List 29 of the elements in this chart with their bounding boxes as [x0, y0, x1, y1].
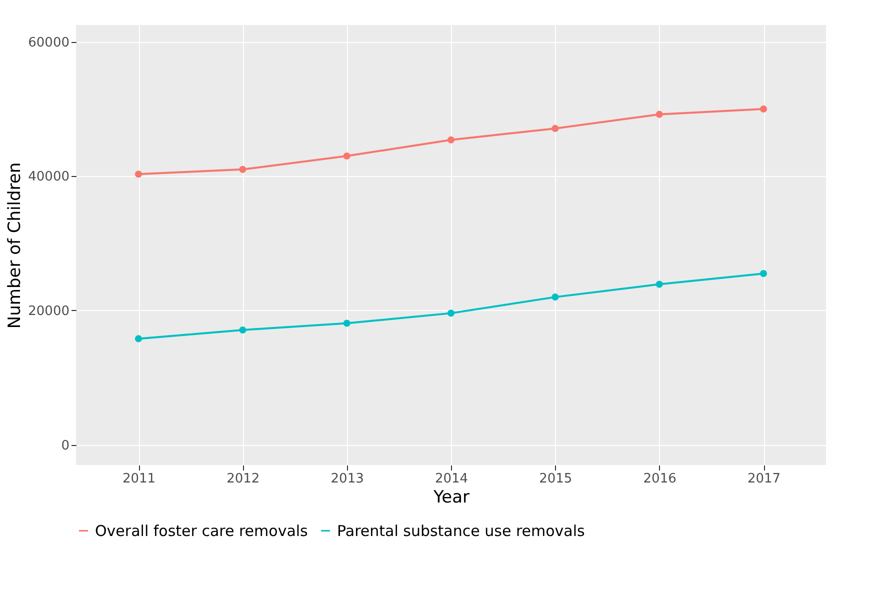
x-tick-label: 2015	[539, 472, 572, 486]
point	[447, 136, 455, 144]
point	[134, 335, 142, 342]
point	[134, 170, 142, 178]
y-tick-label: 0	[61, 438, 70, 454]
point	[552, 294, 559, 301]
point	[447, 310, 455, 317]
point	[656, 280, 663, 288]
point	[239, 326, 246, 334]
x-tick-label: 2017	[747, 472, 781, 486]
point	[760, 270, 768, 278]
x-tick-label: 2013	[330, 472, 364, 486]
y-tick-label: 40000	[28, 170, 70, 185]
legend-label: Overall foster care removals	[95, 522, 308, 540]
y-tick-label: 20000	[28, 304, 70, 319]
point	[239, 166, 246, 173]
point	[552, 124, 559, 132]
y-axis-title: Number of Children	[5, 162, 26, 329]
x-axis-title: Year	[432, 488, 470, 508]
point	[760, 105, 768, 112]
x-tick-label: 2014	[434, 472, 468, 486]
x-tick-label: 2016	[643, 472, 676, 486]
point	[343, 320, 350, 327]
point	[656, 110, 663, 118]
point	[343, 152, 350, 160]
x-tick-label: 2012	[226, 472, 260, 486]
legend-label: Parental substance use removals	[337, 522, 586, 540]
y-tick-label: 60000	[28, 35, 70, 50]
x-tick-label: 2011	[122, 472, 156, 486]
